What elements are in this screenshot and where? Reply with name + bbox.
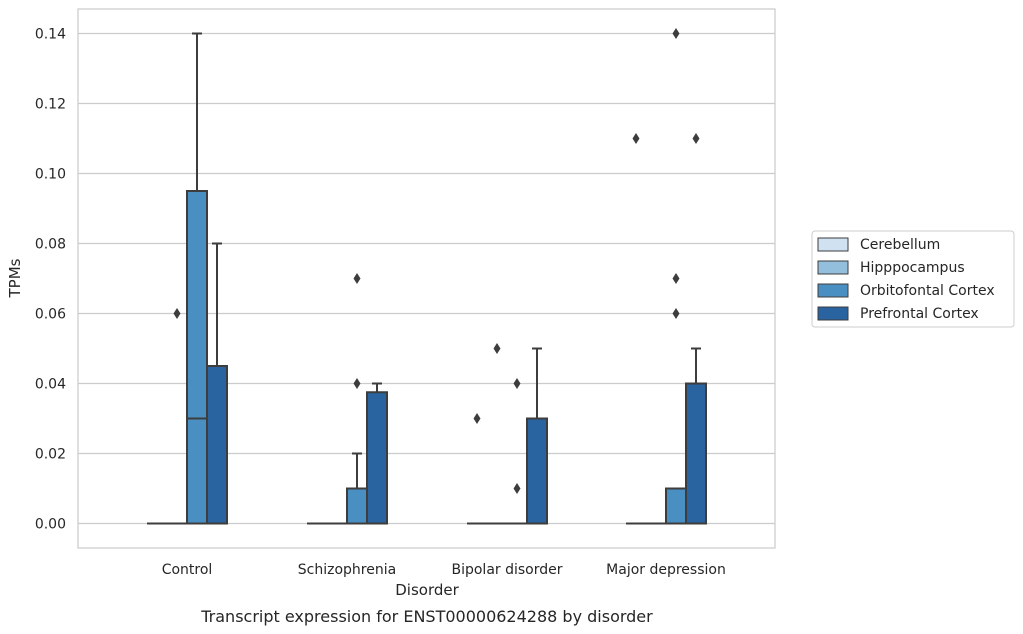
box-rect	[206, 365, 228, 525]
box-group	[366, 382, 388, 525]
box-plot-marks	[147, 28, 707, 525]
box-group	[685, 133, 707, 525]
outlier-point	[513, 483, 521, 494]
outlier-point	[513, 378, 521, 389]
plot-area-frame	[77, 8, 776, 549]
legend-label: Hipppocampus	[860, 260, 965, 276]
x-tick-label: Control	[162, 562, 213, 578]
legend-swatch	[817, 237, 849, 252]
legend-swatch	[817, 283, 849, 298]
x-tick-label: Schizophrenia	[298, 562, 396, 578]
box-group	[487, 343, 507, 525]
outlier-point	[672, 308, 680, 319]
figure-caption: Transcript expression for ENST0000062428…	[200, 607, 653, 626]
box-rect	[685, 382, 707, 525]
y-tick-label: 0.14	[35, 27, 66, 43]
legend-swatch	[817, 306, 849, 321]
y-tick-label: 0.04	[35, 377, 66, 393]
y-tick-labels: 0.00 0.02 0.04 0.06 0.08 0.10 0.12 0.14	[35, 27, 66, 533]
legend-frame	[811, 230, 1015, 328]
outlier-point	[173, 308, 181, 319]
y-tick-label: 0.10	[35, 167, 66, 183]
legend-swatch	[817, 260, 849, 275]
y-tick-label: 0.06	[35, 307, 66, 323]
box-group	[507, 378, 527, 525]
outlier-point	[672, 28, 680, 39]
box-group	[526, 347, 548, 525]
box-group	[467, 413, 487, 525]
box-group	[206, 242, 228, 525]
y-tick-label: 0.08	[35, 237, 66, 253]
outlier-point	[353, 378, 361, 389]
outlier-point	[692, 133, 700, 144]
legend-label: Orbitofontal Cortex	[860, 283, 995, 299]
box-group	[167, 308, 187, 525]
x-tick-label: Bipolar disorder	[451, 562, 562, 578]
legend-label: Prefrontal Cortex	[860, 306, 979, 322]
y-axis-label: TPMs	[6, 258, 24, 298]
y-tick-label: 0.12	[35, 97, 66, 113]
outlier-point	[672, 273, 680, 284]
y-tick-label: 0.00	[35, 517, 66, 533]
legend-items: Cerebellum Hipppocampus Orbitofontal Corte…	[817, 237, 995, 322]
box-rect	[526, 417, 548, 525]
legend: Cerebellum Hipppocampus Orbitofontal Corte…	[811, 230, 1015, 328]
box-group	[186, 32, 208, 525]
box-rect	[186, 190, 208, 525]
x-tick-label: Major depression	[606, 562, 726, 578]
x-axis-label: Disorder	[395, 581, 459, 599]
outlier-point	[353, 273, 361, 284]
box-group	[626, 133, 646, 525]
legend-label: Cerebellum	[860, 237, 940, 253]
outlier-point	[473, 413, 481, 424]
box-group	[346, 273, 368, 525]
x-tick-labels: Control Schizophrenia Bipolar disorder Majo…	[162, 562, 726, 578]
y-tick-label: 0.02	[35, 447, 66, 463]
box-rect	[346, 487, 368, 525]
box-rect	[366, 391, 388, 525]
outlier-point	[493, 343, 501, 354]
box-rect	[665, 487, 687, 525]
outlier-point	[632, 133, 640, 144]
